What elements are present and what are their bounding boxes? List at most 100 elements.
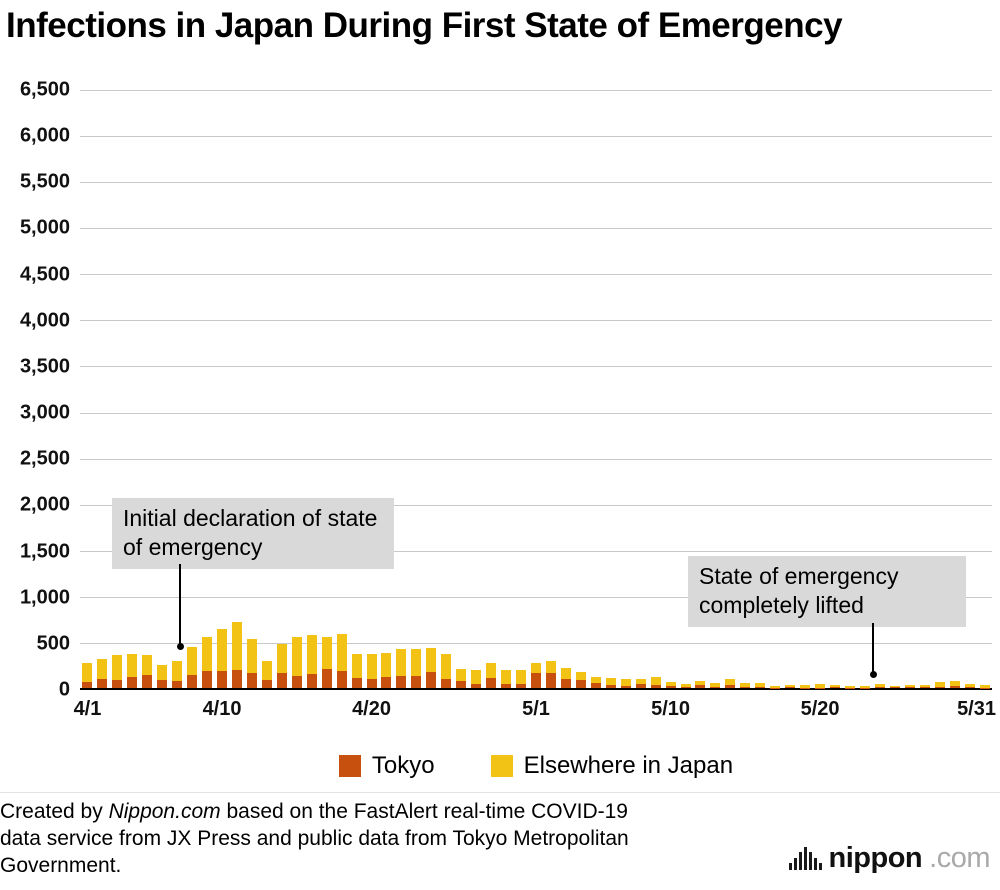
bar-segment-elsewhere xyxy=(396,648,407,676)
bar-segment-tokyo xyxy=(590,682,601,688)
bar-segment-elsewhere xyxy=(680,683,691,687)
bar-segment-elsewhere xyxy=(770,685,781,688)
bar-segment-elsewhere xyxy=(904,684,915,688)
bar-segment-tokyo xyxy=(710,687,721,688)
nippon-logo-suffix: .com xyxy=(929,842,990,874)
bar-segment-elsewhere xyxy=(949,681,960,686)
y-tick-label: 5,000 xyxy=(19,216,70,239)
bar-segment-elsewhere xyxy=(157,664,168,681)
x-tick-label: 4/20 xyxy=(352,698,391,720)
bar-segment-elsewhere xyxy=(97,659,108,680)
chart-legend: Tokyo Elsewhere in Japan xyxy=(80,752,992,780)
y-tick-label: 6,000 xyxy=(19,124,70,147)
bar-segment-tokyo xyxy=(157,680,168,688)
bar-segment-tokyo xyxy=(740,687,751,688)
bar-segment-tokyo xyxy=(620,685,631,688)
bar-segment-elsewhere xyxy=(725,678,736,686)
bar-segment-tokyo xyxy=(441,678,452,688)
bar-segment-elsewhere xyxy=(187,646,198,675)
bar-segment-tokyo xyxy=(127,677,138,688)
bar-segment-elsewhere xyxy=(142,654,153,675)
footer-divider xyxy=(0,792,1000,793)
bar-segment-elsewhere xyxy=(755,683,766,687)
bar-segment-elsewhere xyxy=(291,637,302,677)
gridline xyxy=(80,274,992,276)
y-tick-label: 6,500 xyxy=(19,78,70,101)
bar-segment-elsewhere xyxy=(800,685,811,688)
bar-segment-tokyo xyxy=(97,679,108,688)
bar-segment-tokyo xyxy=(396,675,407,688)
gridline xyxy=(80,227,992,229)
bar-segment-elsewhere xyxy=(844,685,855,688)
plot-area xyxy=(80,89,992,690)
y-tick-label: 3,000 xyxy=(19,401,70,424)
bar-segment-elsewhere xyxy=(202,637,213,672)
bar-segment-tokyo xyxy=(665,685,676,688)
bar-segment-tokyo xyxy=(411,675,422,688)
credit-prefix: Created by xyxy=(0,800,109,823)
bar-segment-tokyo xyxy=(381,676,392,688)
bar-segment-elsewhere xyxy=(545,660,556,674)
y-tick-label: 2,000 xyxy=(19,493,70,516)
gridline xyxy=(80,551,992,553)
nippon-logo-bars-icon xyxy=(788,847,822,873)
bar-segment-tokyo xyxy=(172,680,183,688)
legend-label-tokyo: Tokyo xyxy=(371,752,435,779)
bar-segment-elsewhere xyxy=(82,663,93,682)
bar-segment-tokyo xyxy=(306,674,317,688)
bar-segment-tokyo xyxy=(261,679,272,688)
bar-segment-tokyo xyxy=(231,669,242,688)
bar-segment-tokyo xyxy=(112,679,123,688)
credit-line2: data service from JX Press and public da… xyxy=(0,827,629,851)
gridline xyxy=(80,458,992,460)
x-tick-label: 5/20 xyxy=(800,698,840,720)
bar-segment-elsewhere xyxy=(426,648,437,673)
x-tick-label: 4/10 xyxy=(202,698,242,720)
bar-segment-elsewhere xyxy=(127,654,138,678)
bar-segment-elsewhere xyxy=(830,684,841,687)
bar-segment-tokyo xyxy=(635,684,646,688)
bar-segment-elsewhere xyxy=(934,682,945,687)
y-tick-label: 2,500 xyxy=(19,447,70,470)
bar-segment-tokyo xyxy=(142,674,153,688)
bar-segment-elsewhere xyxy=(620,679,631,686)
bar-segment-tokyo xyxy=(456,681,467,688)
bar-segment-elsewhere xyxy=(979,684,990,688)
annotation-lifted-box: State of emergency completely lifted xyxy=(688,556,966,627)
bar-segment-tokyo xyxy=(426,672,437,688)
bar-segment-tokyo xyxy=(82,681,93,688)
bar-segment-elsewhere xyxy=(172,660,183,681)
gridline xyxy=(80,597,992,599)
gridline xyxy=(80,89,992,91)
bar-segment-elsewhere xyxy=(246,639,257,673)
annotation-lifted-dot xyxy=(870,671,877,678)
credit-text: Created by Nippon.com based on the FastA… xyxy=(0,798,790,879)
bar-segment-elsewhere xyxy=(516,670,527,684)
legend-swatch-tokyo xyxy=(338,755,361,777)
legend-label-elsewhere: Elsewhere in Japan xyxy=(523,752,734,779)
y-tick-label: 1,000 xyxy=(19,586,70,609)
bar-segment-tokyo xyxy=(366,678,377,688)
bar-segment-tokyo xyxy=(785,687,796,688)
bar-segment-elsewhere xyxy=(859,685,870,688)
gridline xyxy=(80,366,992,368)
credit-source-name: Nippon.com xyxy=(108,800,221,823)
gridline xyxy=(80,181,992,183)
x-tick-label: 5/1 xyxy=(522,698,550,720)
x-axis: 4/1 4/10 4/20 5/1 5/10 5/20 5/31 xyxy=(74,698,996,726)
bar-segment-tokyo xyxy=(605,684,616,688)
bar-segment-elsewhere xyxy=(276,643,287,674)
bar-segment-tokyo xyxy=(545,673,556,688)
bar-segment-elsewhere xyxy=(635,678,646,685)
bar-segment-elsewhere xyxy=(381,653,392,677)
bar-segment-elsewhere xyxy=(471,670,482,685)
bar-segment-tokyo xyxy=(560,679,571,688)
y-tick-label: 3,500 xyxy=(19,355,70,378)
y-tick-label: 4,000 xyxy=(19,309,70,332)
bar-segment-tokyo xyxy=(321,669,332,688)
bar-segment-elsewhere xyxy=(411,648,422,676)
bar-segment-elsewhere xyxy=(815,684,826,688)
bar-segment-elsewhere xyxy=(590,676,601,683)
bar-segment-tokyo xyxy=(575,679,586,688)
